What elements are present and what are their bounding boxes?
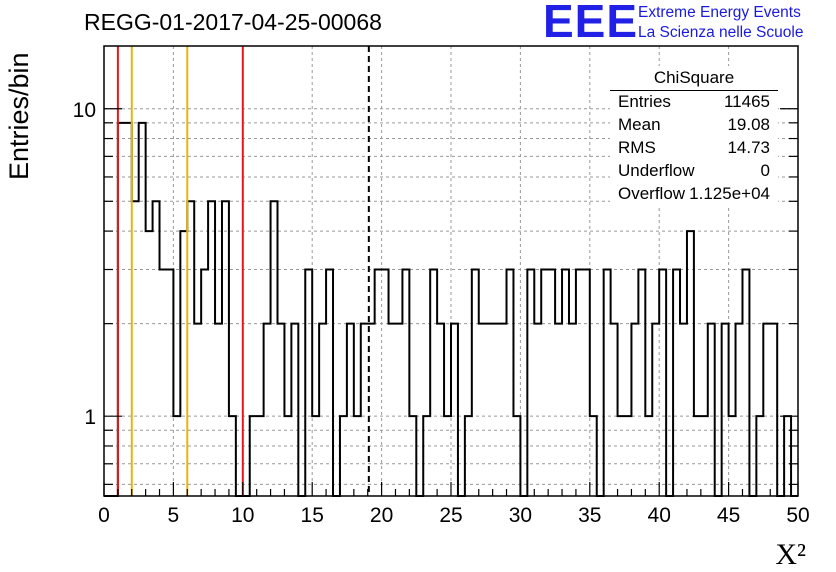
stats-value: 11465 (723, 92, 770, 111)
y-tick-label: 1 (84, 406, 96, 429)
stats-row-mean: Mean 19.08 (618, 115, 770, 137)
stats-title: ChiSquare (653, 68, 735, 87)
stats-divider (610, 90, 778, 91)
x-tick-label: 50 (786, 504, 809, 527)
x-tick-label: 10 (231, 504, 254, 527)
stats-box: ChiSquare Entries 11465 Mean 19.08 RMS 1… (610, 66, 778, 208)
eee-logo-mark: EEE (543, 0, 639, 47)
histogram-outline (104, 121, 798, 497)
stats-row-rms: RMS 14.73 (618, 138, 770, 160)
logo-line-2: La Scienza nelle Scuole (638, 24, 804, 41)
chart-title: REGG-01-2017-04-25-00068 (84, 9, 382, 35)
stats-value: 0 (760, 161, 770, 180)
stats-label: Underflow (618, 161, 695, 180)
stats-label: RMS (618, 138, 656, 157)
y-axis-label: Entries/bin (4, 52, 34, 180)
x-tick-label: 35 (578, 504, 601, 527)
x-tick-label: 15 (301, 504, 324, 527)
stats-label: Overflow (618, 184, 686, 203)
x-tick-label: 25 (439, 504, 462, 527)
x-tick-label: 45 (717, 504, 740, 527)
stats-row-entries: Entries 11465 (618, 92, 770, 114)
stats-value: 14.73 (727, 138, 770, 157)
x-tick-label: 30 (509, 504, 532, 527)
logo-line-1: Extreme Energy Events (638, 4, 801, 21)
stats-row-overflow: Overflow 1.125e+04 (618, 184, 770, 206)
stats-value: 19.08 (727, 115, 770, 134)
stats-label: Entries (618, 92, 671, 111)
stats-value: 1.125e+04 (689, 184, 770, 203)
stats-label: Mean (618, 115, 661, 134)
eee-logo: EEE Extreme Energy Events La Scienza nel… (543, 0, 833, 48)
x-tick-label: 40 (648, 504, 671, 527)
y-tick-label: 10 (73, 99, 96, 122)
x-axis-label: X² (775, 538, 806, 571)
x-tick-label: 0 (98, 504, 110, 527)
x-tick-label: 20 (370, 504, 393, 527)
stats-row-underflow: Underflow 0 (618, 161, 770, 183)
x-tick-label: 5 (168, 504, 180, 527)
